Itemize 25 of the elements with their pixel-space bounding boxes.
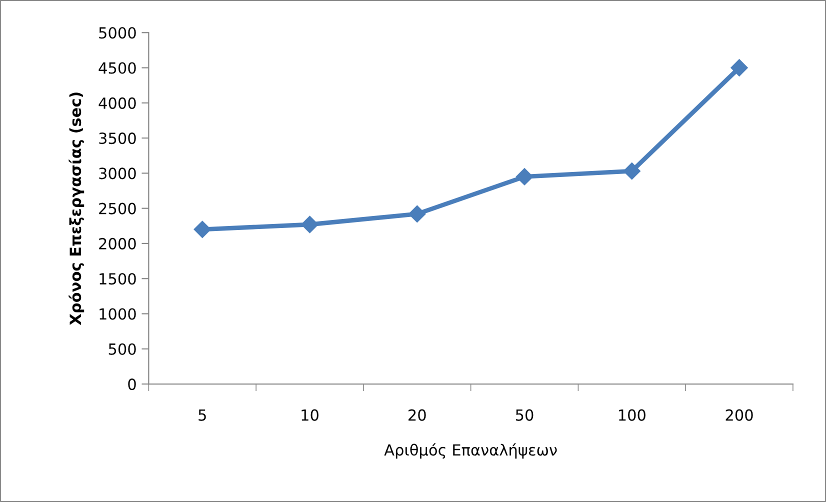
y-tick-label: 3000	[99, 168, 136, 180]
y-tick-label: 3500	[99, 132, 136, 144]
point	[730, 59, 748, 76]
y-axis-title: Χρόνος Επεξεργασίας (sec)	[68, 92, 84, 326]
y-tick-label: 4500	[98, 62, 136, 74]
x-axis-title: Αριθμός Επαναλήψεων	[384, 443, 557, 459]
x-tick-label: 5	[198, 410, 206, 421]
y-tick-label: 0	[128, 378, 136, 390]
point	[516, 168, 534, 186]
point	[408, 205, 426, 223]
x-tick-label: 20	[408, 409, 426, 421]
x-tick-label: 50	[516, 409, 534, 421]
x-tick-label: 100	[618, 409, 646, 421]
x-tick-label: 10	[302, 409, 318, 421]
y-tick-label: 5000	[99, 27, 136, 39]
y-tick-label: 2500	[99, 202, 136, 214]
y-tick-label: 1000	[100, 308, 136, 320]
y-tick-label: 1500	[100, 273, 136, 285]
y-tick-label: 4000	[98, 97, 136, 109]
point	[301, 216, 318, 234]
y-tick-label: 500	[108, 343, 136, 355]
point	[623, 162, 640, 180]
point	[194, 220, 211, 238]
y-tick-label: 2000	[99, 238, 136, 250]
x-tick-label: 200	[726, 409, 753, 421]
